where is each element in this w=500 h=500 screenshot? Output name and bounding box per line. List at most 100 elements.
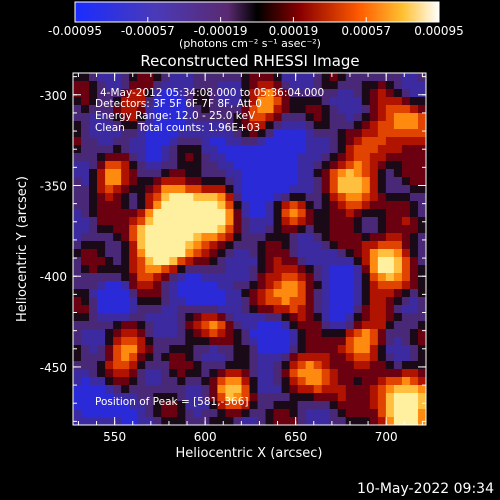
heatmap-cell — [129, 409, 138, 418]
heatmap-cell — [145, 313, 154, 322]
heatmap-cell — [137, 369, 146, 378]
heatmap-cell — [209, 177, 219, 186]
heatmap-cell — [329, 89, 339, 98]
heatmap-cell — [73, 417, 82, 425]
heatmap-cell — [193, 73, 202, 82]
heatmap-cell — [73, 337, 82, 346]
heatmap-cell — [289, 289, 299, 298]
heatmap-cell — [281, 361, 291, 370]
heatmap-cell — [241, 225, 251, 234]
heatmap-cell — [121, 305, 130, 314]
heatmap-cell — [417, 409, 426, 418]
heatmap-cell — [225, 105, 235, 114]
heatmap-cell — [161, 185, 170, 194]
heatmap-cell — [345, 193, 355, 202]
heatmap-cell — [377, 89, 387, 98]
heatmap-cell — [121, 369, 130, 378]
heatmap-cell — [121, 241, 130, 250]
heatmap-cell — [329, 241, 339, 250]
heatmap-cell — [281, 129, 291, 138]
heatmap-cell — [369, 313, 379, 322]
heatmap-cell — [217, 417, 227, 425]
heatmap-cell — [233, 209, 243, 218]
heatmap-cell — [369, 169, 379, 178]
heatmap-cell — [161, 353, 170, 362]
heatmap-cell — [249, 113, 259, 122]
heatmap-cell — [417, 113, 426, 122]
heatmap-cell — [177, 169, 186, 178]
heatmap-cell — [313, 97, 323, 106]
heatmap-cell — [305, 417, 315, 425]
heatmap-cell — [89, 369, 98, 378]
heatmap-cell — [249, 225, 259, 234]
heatmap-cell — [289, 337, 299, 346]
heatmap-cell — [217, 393, 227, 402]
heatmap-cell — [409, 289, 419, 298]
heatmap-cell — [289, 297, 299, 306]
heatmap-cell — [257, 225, 267, 234]
heatmap-cell — [185, 281, 194, 290]
heatmap-cell — [297, 401, 307, 410]
heatmap-cell — [129, 121, 138, 130]
heatmap-cell — [153, 137, 162, 146]
heatmap-cell — [177, 73, 186, 82]
heatmap-cell — [233, 297, 243, 306]
heatmap-cell — [337, 105, 347, 114]
heatmap-cell — [273, 129, 283, 138]
heatmap-cell — [353, 401, 363, 410]
heatmap-cell — [89, 185, 98, 194]
heatmap-cell — [121, 137, 130, 146]
heatmap-cell — [265, 217, 275, 226]
heatmap-cell — [105, 201, 114, 210]
heatmap-cell — [73, 329, 82, 338]
heatmap-cell — [121, 321, 130, 330]
heatmap-cell — [161, 249, 170, 258]
heatmap-cell — [289, 225, 299, 234]
heatmap-cell — [73, 369, 82, 378]
heatmap-cell — [353, 225, 363, 234]
heatmap-cell — [329, 81, 339, 90]
heatmap-cell — [113, 129, 122, 138]
heatmap-cell — [129, 393, 138, 402]
heatmap-cell — [169, 233, 178, 242]
heatmap-cell — [177, 153, 186, 162]
heatmap-cell — [401, 129, 411, 138]
heatmap-cell — [97, 97, 106, 106]
heatmap-cell — [401, 257, 411, 266]
heatmap-cell — [385, 185, 395, 194]
heatmap-cell — [249, 369, 259, 378]
heatmap-cell — [321, 161, 331, 170]
heatmap-cell — [281, 321, 291, 330]
heatmap-cell — [161, 241, 170, 250]
heatmap-cell — [201, 345, 210, 354]
heatmap-cell — [369, 273, 379, 282]
heatmap-cell — [241, 409, 251, 418]
heatmap-cell — [409, 265, 419, 274]
heatmap-cell — [401, 401, 411, 410]
heatmap-cell — [393, 353, 403, 362]
heatmap-cell — [225, 121, 235, 130]
heatmap-cell — [209, 353, 219, 362]
heatmap-cell — [241, 161, 251, 170]
heatmap-cell — [321, 73, 331, 82]
heatmap-cell — [369, 209, 379, 218]
heatmap-cell — [289, 393, 299, 402]
heatmap-cell — [353, 369, 363, 378]
heatmap-cell — [329, 393, 339, 402]
heatmap-cell — [417, 289, 426, 298]
heatmap-cell — [409, 337, 419, 346]
heatmap-cell — [353, 73, 363, 82]
heatmap-cell — [345, 313, 355, 322]
heatmap-cell — [73, 321, 82, 330]
heatmap-cell — [81, 169, 90, 178]
heatmap-cell — [361, 73, 371, 82]
heatmap-cell — [129, 113, 138, 122]
heatmap-cell — [417, 361, 426, 370]
heatmap-cell — [377, 177, 387, 186]
heatmap-cell — [289, 273, 299, 282]
heatmap-cell — [377, 369, 387, 378]
heatmap-cell — [409, 281, 419, 290]
heatmap-cell — [169, 369, 178, 378]
heatmap-cell — [369, 145, 379, 154]
heatmap-cell — [169, 329, 178, 338]
